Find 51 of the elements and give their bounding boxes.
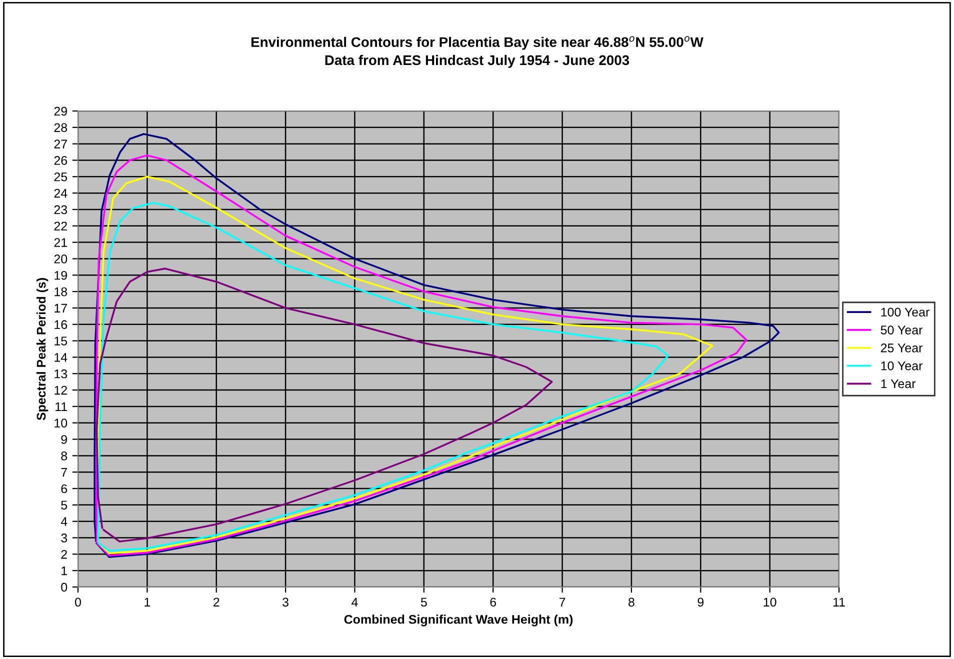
x-tick-label: 0 (75, 598, 81, 607)
y-tick-label: 21 (54, 238, 67, 247)
y-tick-label: 17 (54, 304, 67, 312)
y-tick-label: 23 (54, 205, 68, 214)
chart-title: Environmental Contours for Placentia Bay site near 46.88$^{o}$N 55.00$^{o}$W Data from AES Hindcast July 1954 - June 2003 (251, 36, 704, 68)
y-tick-label: 8 (61, 451, 68, 460)
y-tick-label: 27 (54, 140, 67, 148)
line-series (96, 268, 553, 542)
x-tick-label: 7 (559, 598, 566, 606)
y-tick-label: 16 (54, 320, 68, 330)
x-tick-label: 2 (214, 598, 220, 606)
y-tick-label: 22 (54, 222, 67, 230)
y-tick-label: 10 (54, 418, 68, 428)
y-tick-label: 19 (54, 270, 67, 280)
y-tick-label: 7 (61, 468, 67, 477)
x-axis-title: Combined Significant Wave Height (m) (344, 614, 573, 626)
x-tick-label: 10 (764, 598, 776, 607)
y-tick-label: 5 (61, 500, 68, 510)
y-axis-title: Spectral Peak Period (s) (36, 278, 48, 420)
y-tick-label: 4 (60, 517, 68, 526)
x-tick-label: 9 (698, 598, 704, 607)
legend-label: 25 Year (880, 344, 923, 352)
y-tick-label: 14 (54, 353, 68, 362)
y-tick-label: 6 (61, 484, 68, 494)
y-tick-label: 3 (61, 534, 68, 542)
x-tick-label: 11 (833, 598, 845, 606)
legend-label: 10 Year (881, 361, 923, 370)
x-tick-label: 1 (144, 598, 150, 606)
y-tick-label: 18 (54, 287, 68, 296)
y-tick-label: 0 (61, 582, 68, 592)
legend-label: 1 Year (881, 379, 916, 388)
x-tick-label: 6 (490, 598, 496, 607)
x-tick-label: 3 (282, 598, 288, 607)
y-tick-label: 12 (54, 386, 67, 395)
y-tick-label: 20 (54, 254, 68, 264)
y-tick-label: 26 (54, 156, 68, 165)
x-tick-label: 4 (352, 598, 358, 606)
y-tick-label: 11 (56, 402, 67, 411)
y-tick-label: 15 (54, 336, 68, 346)
y-tick-label: 24 (54, 188, 68, 198)
y-tick-label: 29 (54, 106, 67, 116)
y-tick-label: 13 (54, 369, 68, 378)
y-tick-label: 9 (61, 435, 67, 444)
y-tick-label: 2 (61, 550, 67, 559)
y-tick-label: 25 (54, 172, 68, 182)
legend-label: 100 Year (881, 308, 930, 317)
x-tick-label: 8 (628, 598, 634, 607)
x-tick-label: 5 (420, 598, 427, 607)
y-tick-label: 1 (62, 566, 67, 576)
y-tick-label: 28 (54, 123, 68, 132)
legend-label: 50 Year (880, 326, 923, 334)
